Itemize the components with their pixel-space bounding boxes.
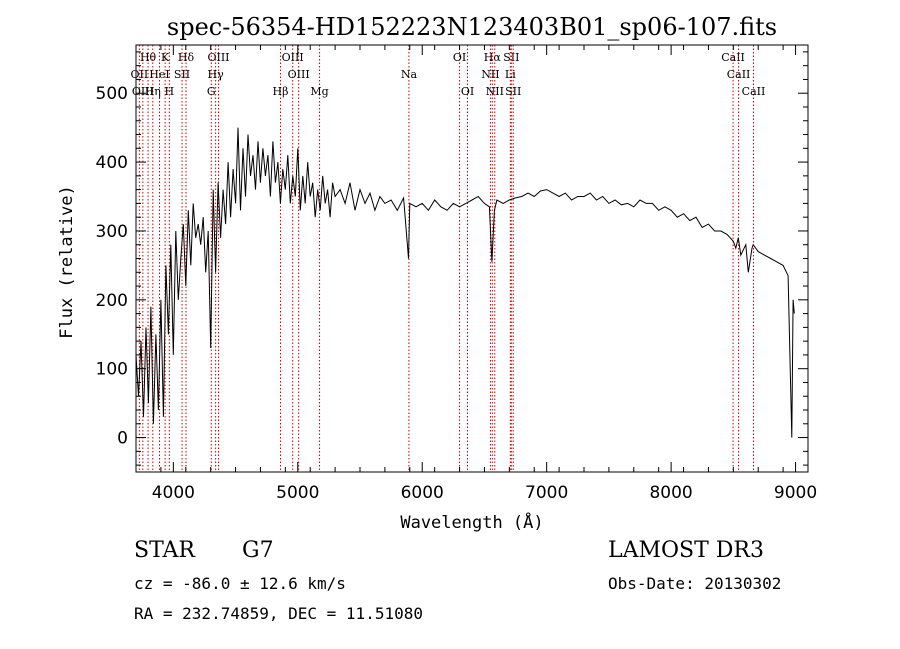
object-subclass: G7 [242,538,274,563]
x-tick-label: 6000 [401,483,444,503]
line-marker-label: HeI [149,68,169,81]
observation-date: Obs-Date: 20130302 [608,574,782,593]
y-tick-label: 100 [96,360,128,380]
redshift-cz: cz = -86.0 ± 12.6 km/s [134,574,346,593]
x-tick-label: 4000 [152,483,195,503]
x-axis-label: Wavelength (Å) [400,511,543,533]
x-tick-label: 7000 [525,483,568,503]
line-marker-label: CaII [727,68,751,81]
line-marker-label: CaII [721,51,745,64]
line-marker-label: OIII [288,68,310,81]
plot-frame [135,44,809,473]
y-tick-label: 400 [96,153,128,173]
line-marker-label: OIII [132,85,154,98]
y-tick-label: 0 [117,429,128,449]
line-marker-label: Hβ [273,85,289,98]
y-tick-label: 300 [96,222,128,242]
line-marker-label: Hθ [140,51,157,64]
line-marker-label: H [165,85,175,98]
line-marker-label: K [161,51,170,64]
y-axis-label: Flux (relative) [57,185,77,339]
line-marker-label: Li [505,68,516,81]
line-marker-label: Mg [310,85,328,98]
x-tick-label: 8000 [649,483,692,503]
line-marker-label: NII [486,85,504,98]
line-marker-label: OIII [282,51,304,64]
line-marker-label: OI [461,85,474,98]
series-layer [135,127,795,438]
line-marker-label: NII [481,68,499,81]
y-tick-label: 200 [96,291,128,311]
line-marker-label: SII [505,85,521,98]
spectrum-line [135,127,795,438]
line-marker-label: Hγ [208,68,225,81]
line-marker-label: OI [453,51,466,64]
line-marker-label: Na [401,68,418,81]
chart-title: spec-56354-HD152223N123403B01_sp06-107.f… [167,13,777,41]
x-tick-label: 5000 [276,483,319,503]
ra-dec-coordinates: RA = 232.74859, DEC = 11.51080 [134,604,423,623]
line-marker-label: SII [174,68,190,81]
line-marker-label: OII [131,68,149,81]
object-class: STAR [134,538,195,563]
line-marker-label: SII [503,51,519,64]
line-marker-label: Hδ [178,51,195,64]
line-marker-label: Hα [484,51,502,64]
x-tick-label: 9000 [774,483,817,503]
line-marker-label: OIII [207,51,229,64]
line-marker-label: Hη [145,85,161,98]
axes: 4000 5000 6000 7000 8000 9000 0 100 200 300 400 500 [96,44,817,503]
line-marker-label: CaII [742,85,766,98]
line-marker-label: G [207,85,216,98]
survey-name: LAMOST DR3 [608,538,764,563]
y-tick-label: 500 [96,84,128,104]
